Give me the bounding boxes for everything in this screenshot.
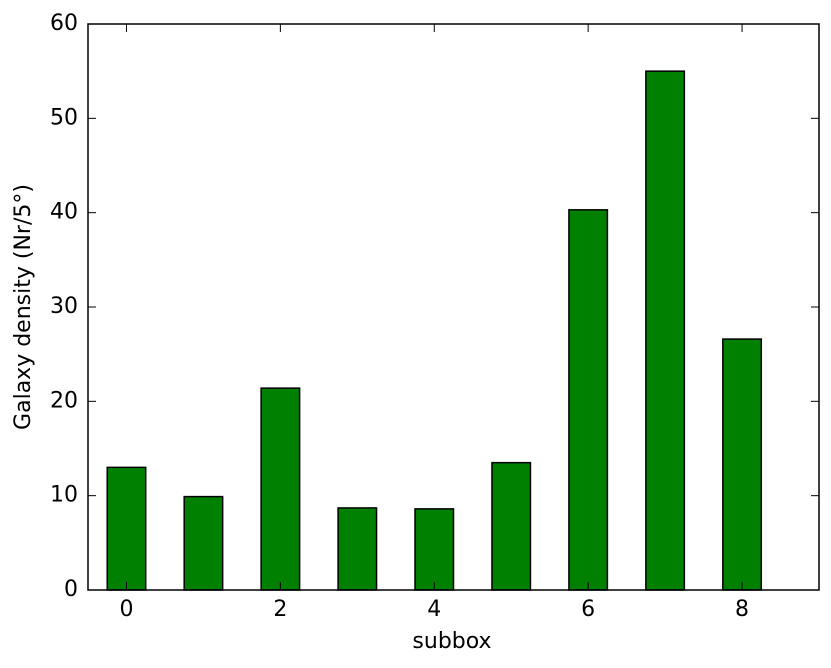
y-tick-label: 10: [50, 483, 78, 508]
y-tick-label: 40: [50, 200, 78, 225]
x-tick-label: 6: [581, 597, 595, 622]
bar: [568, 209, 609, 591]
y-tick-label: 60: [50, 11, 78, 36]
x-tick-label: 0: [119, 597, 133, 622]
bar: [106, 466, 147, 591]
bar: [337, 507, 378, 591]
x-axis-label: subbox: [412, 629, 491, 654]
y-axis-label: Galaxy density (Nr/5°): [11, 184, 36, 430]
bar: [645, 70, 686, 591]
x-tick-label: 2: [273, 597, 287, 622]
y-tick-label: 50: [50, 105, 78, 130]
bar: [183, 495, 224, 591]
x-tick-label: 4: [427, 597, 441, 622]
bar: [722, 338, 763, 591]
plot-frame: [87, 23, 820, 591]
bar: [414, 508, 455, 591]
bar: [260, 387, 301, 591]
y-tick-label: 20: [50, 388, 78, 413]
y-tick-label: 30: [50, 294, 78, 319]
x-tick-label: 8: [735, 597, 749, 622]
bar: [491, 461, 532, 591]
y-tick-label: 0: [64, 577, 78, 602]
